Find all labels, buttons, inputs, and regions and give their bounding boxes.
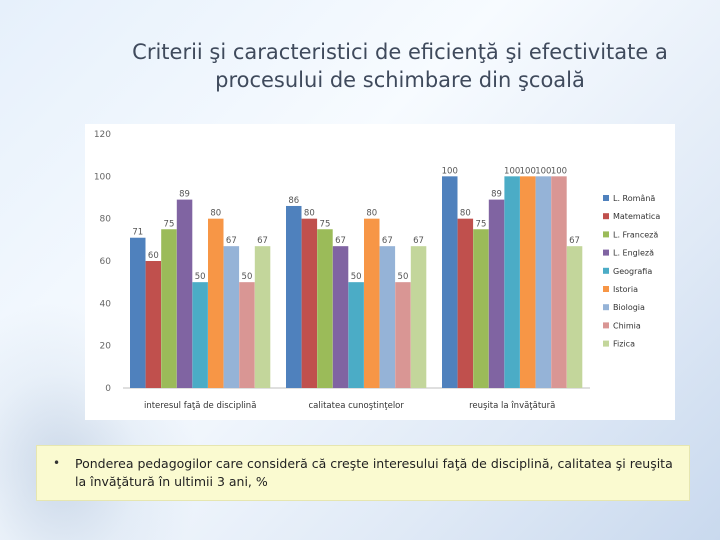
data-label-0-8: 67 bbox=[257, 236, 268, 246]
data-label-1-3: 67 bbox=[335, 236, 346, 246]
legend-swatch-1 bbox=[603, 213, 609, 220]
category-label-2: reuşita la învăţătură bbox=[469, 401, 555, 411]
data-label-1-2: 75 bbox=[320, 219, 331, 229]
data-label-1-6: 67 bbox=[382, 236, 393, 246]
bar-2-8 bbox=[566, 246, 583, 388]
legend-label-2: L. Franceză bbox=[613, 230, 658, 239]
bar-2-2 bbox=[473, 229, 489, 388]
data-label-0-3: 89 bbox=[179, 190, 190, 200]
bar-0-1 bbox=[145, 261, 162, 388]
data-label-0-6: 67 bbox=[226, 236, 237, 246]
data-label-0-4: 50 bbox=[195, 272, 206, 282]
data-label-2-5: 100 bbox=[520, 166, 536, 176]
data-label-1-5: 80 bbox=[366, 209, 377, 219]
legend-label-0: L. Română bbox=[613, 194, 655, 203]
legend-swatch-2 bbox=[603, 231, 609, 238]
bar-2-6 bbox=[535, 176, 552, 388]
data-label-2-0: 100 bbox=[442, 166, 458, 176]
legend-swatch-5 bbox=[603, 286, 609, 292]
bar-2-5 bbox=[520, 176, 536, 388]
legend-swatch-3 bbox=[603, 249, 609, 256]
bar-0-6 bbox=[223, 246, 240, 388]
bar-2-1 bbox=[457, 218, 474, 388]
bar-0-0 bbox=[130, 237, 146, 388]
bar-0-7 bbox=[239, 282, 255, 388]
bar-1-1 bbox=[301, 218, 318, 388]
data-label-0-5: 80 bbox=[210, 209, 221, 219]
legend-label-4: Geografia bbox=[613, 267, 652, 276]
legend-swatch-8 bbox=[603, 340, 609, 347]
y-tick-label-2: 40 bbox=[100, 299, 112, 309]
legend-label-3: L. Engleză bbox=[613, 249, 654, 258]
y-tick-label-5: 100 bbox=[94, 172, 111, 182]
category-label-1: calitatea cunoştinţelor bbox=[308, 401, 404, 411]
bar-0-4 bbox=[192, 282, 208, 388]
bar-2-0 bbox=[442, 176, 458, 388]
bar-chart: 0 20 40 60 80 100 120 71 60 75 89 50 80 67 50 67 interes… bbox=[94, 130, 661, 411]
note-box: • Ponderea pedagogilor care consideră că… bbox=[36, 445, 690, 501]
data-label-0-2: 75 bbox=[164, 219, 175, 229]
bar-2-3 bbox=[488, 199, 505, 388]
bar-2-4 bbox=[504, 176, 520, 388]
data-label-0-7: 50 bbox=[242, 272, 253, 282]
data-label-2-1: 80 bbox=[460, 209, 471, 219]
y-tick-label-0: 0 bbox=[105, 384, 111, 394]
y-tick-label-4: 80 bbox=[100, 215, 112, 225]
bar-1-6 bbox=[379, 246, 396, 388]
data-label-2-2: 75 bbox=[476, 219, 487, 229]
bar-1-7 bbox=[395, 282, 411, 388]
y-tick-label-6: 120 bbox=[94, 130, 111, 140]
data-label-2-4: 100 bbox=[504, 166, 520, 176]
note-bullet: • bbox=[53, 456, 61, 470]
bar-0-5 bbox=[208, 218, 224, 388]
category-label-0: interesul faţă de disciplină bbox=[144, 401, 256, 411]
note-text: Ponderea pedagogilor care consideră că c… bbox=[75, 456, 673, 489]
bar-0-8 bbox=[254, 246, 271, 388]
bar-2-7 bbox=[551, 176, 567, 388]
data-label-1-8: 67 bbox=[413, 236, 424, 246]
legend-swatch-4 bbox=[603, 267, 609, 274]
data-label-1-4: 50 bbox=[351, 272, 362, 282]
legend-label-1: Matematica bbox=[613, 212, 660, 221]
data-label-0-0: 71 bbox=[132, 228, 143, 238]
bar-1-3 bbox=[332, 246, 349, 388]
legend-label-6: Biologia bbox=[613, 303, 645, 312]
bar-1-4 bbox=[348, 282, 364, 388]
legend-label-8: Fizica bbox=[613, 340, 635, 349]
legend-label-5: Istoria bbox=[613, 285, 638, 294]
bar-0-3 bbox=[176, 199, 193, 388]
data-label-1-0: 86 bbox=[288, 196, 299, 206]
bar-1-0 bbox=[286, 205, 302, 388]
y-tick-label-3: 60 bbox=[100, 257, 112, 267]
bar-1-5 bbox=[364, 218, 380, 388]
bar-1-8 bbox=[410, 246, 427, 388]
legend-swatch-7 bbox=[603, 322, 609, 329]
slide-title: Criterii şi caracteristici de eficienţă … bbox=[132, 40, 668, 92]
data-label-2-6: 100 bbox=[535, 166, 551, 176]
data-label-0-1: 60 bbox=[148, 251, 159, 261]
y-tick-label-1: 20 bbox=[100, 342, 112, 352]
legend-swatch-6 bbox=[603, 304, 609, 311]
data-label-1-7: 50 bbox=[398, 272, 409, 282]
data-label-2-3: 89 bbox=[491, 190, 502, 200]
legend-label-7: Chimia bbox=[613, 321, 641, 330]
data-label-2-8: 67 bbox=[569, 236, 580, 246]
legend-swatch-0 bbox=[603, 195, 609, 201]
bar-0-2 bbox=[161, 229, 177, 388]
chart-panel: 0 20 40 60 80 100 120 71 60 75 89 50 80 67 50 67 interes… bbox=[85, 124, 675, 420]
bar-1-2 bbox=[317, 229, 333, 388]
data-label-2-7: 100 bbox=[551, 166, 567, 176]
data-label-1-1: 80 bbox=[304, 209, 315, 219]
